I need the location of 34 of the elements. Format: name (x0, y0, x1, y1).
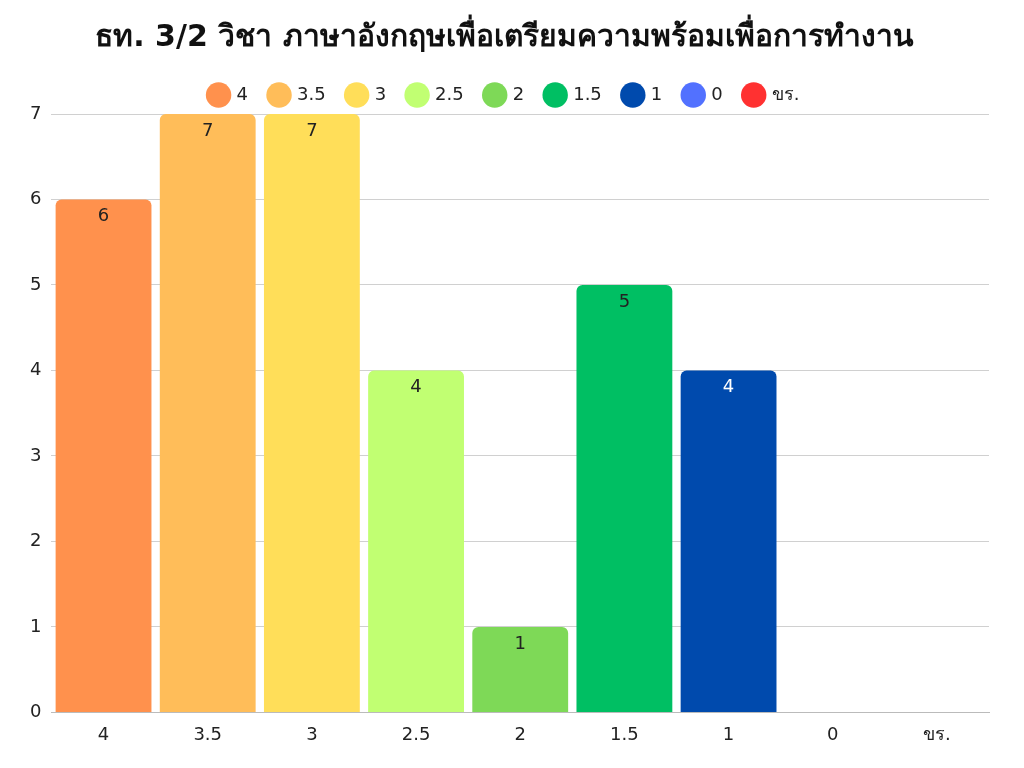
data-label: 4 (410, 375, 422, 397)
data-label: 7 (201, 118, 214, 140)
legend-label: 3 (374, 82, 387, 104)
legend-label: 1 (650, 82, 663, 104)
x-tick-label: 1.5 (610, 722, 639, 744)
y-tick-label: 0 (30, 700, 42, 722)
data-label: 4 (722, 375, 735, 397)
x-tick-label: 0 (827, 722, 839, 744)
x-tick-label: 3.5 (193, 722, 223, 744)
y-tick-label: 4 (30, 358, 42, 380)
y-tick-label: 6 (30, 187, 42, 209)
x-tick-label: 3 (306, 722, 318, 744)
legend-label: 2 (512, 82, 525, 104)
data-label: 6 (97, 204, 110, 226)
data-label: 1 (514, 631, 526, 653)
y-tick-label: 1 (30, 614, 42, 636)
x-tick-label: 1 (722, 722, 735, 744)
y-tick-label: 5 (30, 272, 42, 294)
x-tick-label: 2.5 (401, 722, 431, 744)
data-label: 5 (618, 289, 631, 311)
x-tick-label: 2 (514, 722, 526, 744)
legend-label: ขร. (771, 82, 800, 104)
legend-label: 3.5 (297, 82, 326, 104)
y-tick-label: 2 (30, 529, 42, 551)
legend-label: 1.5 (573, 82, 602, 104)
x-tick-label: ขร. (923, 722, 951, 744)
legend-label: 2.5 (435, 82, 464, 104)
y-tick-label: 3 (30, 443, 42, 465)
y-tick-label: 7 (30, 101, 42, 123)
legend-label: 4 (236, 82, 249, 104)
x-tick-label: 4 (97, 722, 110, 744)
data-label: 7 (306, 118, 318, 140)
legend-label: 0 (711, 82, 723, 104)
chart-title: ธท. 3/2 วิชา ภาษาอังกฤษเพื่อเตรียมความพร้อมเพื่อการทำงาน (95, 13, 914, 53)
